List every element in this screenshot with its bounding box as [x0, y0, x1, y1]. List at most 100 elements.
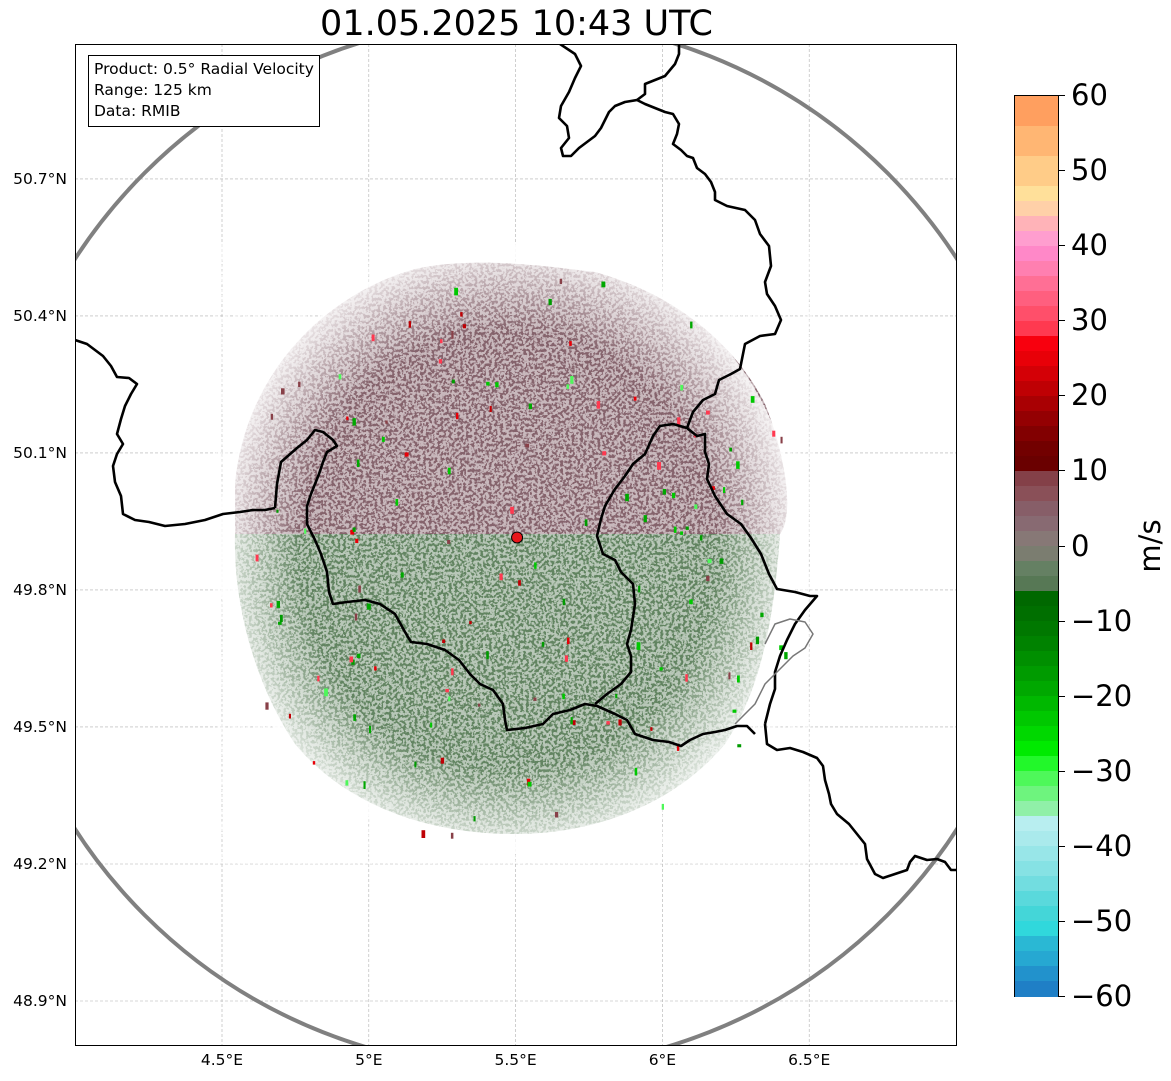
echo-speck [572, 720, 576, 725]
colorbar-band [1015, 531, 1058, 547]
echo-speck [304, 528, 307, 534]
echo-speck [366, 603, 371, 610]
echo-speck [636, 642, 641, 650]
colorbar-band [1015, 321, 1058, 337]
echo-speck [570, 717, 573, 725]
country-borders [75, 44, 957, 880]
echo-speck [346, 416, 349, 421]
echo-speck [694, 504, 698, 509]
border-de-east [635, 44, 783, 429]
echo-speck [270, 603, 273, 608]
lat-tick-label: 49.5°N [13, 717, 67, 736]
velocity-colorbar [1014, 95, 1059, 997]
colorbar-band [1015, 336, 1058, 352]
echo-speck [317, 675, 320, 682]
colorbar-band [1015, 426, 1058, 442]
echo-speck [469, 621, 472, 625]
echo-speck [356, 459, 360, 467]
echo-speck [750, 642, 753, 650]
echo-speck [448, 696, 451, 702]
colorbar-band [1015, 276, 1058, 292]
border-be-nl-west [75, 338, 276, 528]
echo-speck [779, 645, 783, 651]
echo-speck [719, 558, 724, 564]
colorbar-tick-label: 60 [1071, 78, 1108, 112]
echo-speck [554, 812, 559, 818]
echo-speck [374, 666, 377, 671]
colorbar-tick-mark [1059, 845, 1065, 847]
lat-tick-label: 50.4°N [13, 306, 67, 325]
colorbar-band [1015, 876, 1058, 892]
echo-speck [438, 359, 443, 364]
echo-speck [528, 403, 532, 410]
colorbar-band [1015, 396, 1058, 412]
echo-speck [650, 727, 653, 731]
echo-speck [661, 803, 664, 810]
colorbar-band [1015, 591, 1058, 607]
border-lux-de-inner [734, 618, 814, 725]
echo-speck [358, 585, 361, 593]
colorbar-tick-mark [1059, 320, 1065, 322]
echo-speck [706, 575, 710, 582]
echo-speck [350, 529, 355, 535]
colorbar-band [1015, 951, 1058, 967]
colorbar-band [1015, 771, 1058, 787]
echo-speck [784, 652, 788, 660]
radar-echoes [215, 244, 815, 864]
echo-speck [355, 538, 359, 543]
echo-speck [732, 709, 737, 713]
border-be-fr [273, 428, 756, 748]
echo-speck [533, 697, 537, 701]
echo-speck [633, 396, 637, 401]
colorbar-band [1015, 606, 1058, 622]
lon-tick-label: 6°E [648, 1051, 677, 1069]
colorbar-band [1015, 351, 1058, 367]
echo-speck [486, 381, 490, 386]
echo-speck [280, 614, 283, 623]
lon-tick-label: 6.5°E [788, 1051, 831, 1069]
colorbar-band [1015, 471, 1058, 487]
map-panel[interactable] [75, 44, 957, 1046]
colorbar-tick-mark [1059, 996, 1065, 997]
echo-speck [440, 339, 443, 344]
echo-speck [562, 598, 566, 606]
colorbar-band [1015, 891, 1058, 907]
colorbar-tick-label: 50 [1071, 153, 1108, 188]
radar-site-marker[interactable] [511, 531, 524, 544]
echo-speck [736, 461, 740, 469]
echo-speck [569, 341, 572, 346]
echo-speck [685, 526, 689, 530]
radar-map[interactable] [75, 44, 957, 1046]
colorbar-band [1015, 561, 1058, 577]
echo-speck [606, 721, 610, 725]
echo-speck [601, 281, 606, 288]
echo-speck [312, 761, 316, 765]
echo-speck [634, 767, 638, 776]
lat-tick-label: 50.1°N [13, 443, 67, 462]
echo-speck [741, 499, 744, 506]
echo-speck [541, 641, 545, 647]
colorbar-tick-mark [1059, 620, 1065, 622]
colorbar-tick-label: −40 [1071, 828, 1133, 863]
echo-speck [525, 443, 530, 448]
echo-speck [353, 714, 356, 721]
colorbar-tick-label: 20 [1071, 378, 1108, 413]
product-info-box: Product: 0.5° Radial Velocity Range: 125… [88, 55, 320, 127]
colorbar-tick-label: 40 [1071, 228, 1108, 263]
echo-speck [489, 405, 492, 412]
echo-speck [750, 396, 755, 403]
colorbar-tick-label: −60 [1071, 979, 1133, 1013]
border-de-fr-south [763, 723, 957, 880]
colorbar-band [1015, 636, 1058, 652]
colorbar-band [1015, 441, 1058, 457]
echo-speck [495, 382, 499, 388]
echo-speck [276, 509, 279, 513]
colorbar-band [1015, 156, 1058, 187]
echo-speck [371, 334, 375, 342]
echo-speck [584, 519, 588, 526]
echo-speck [780, 436, 783, 444]
border-de-nl-north [557, 44, 638, 158]
colorbar-band [1015, 906, 1058, 922]
echo-speck [356, 653, 361, 658]
echo-speck [345, 780, 349, 786]
